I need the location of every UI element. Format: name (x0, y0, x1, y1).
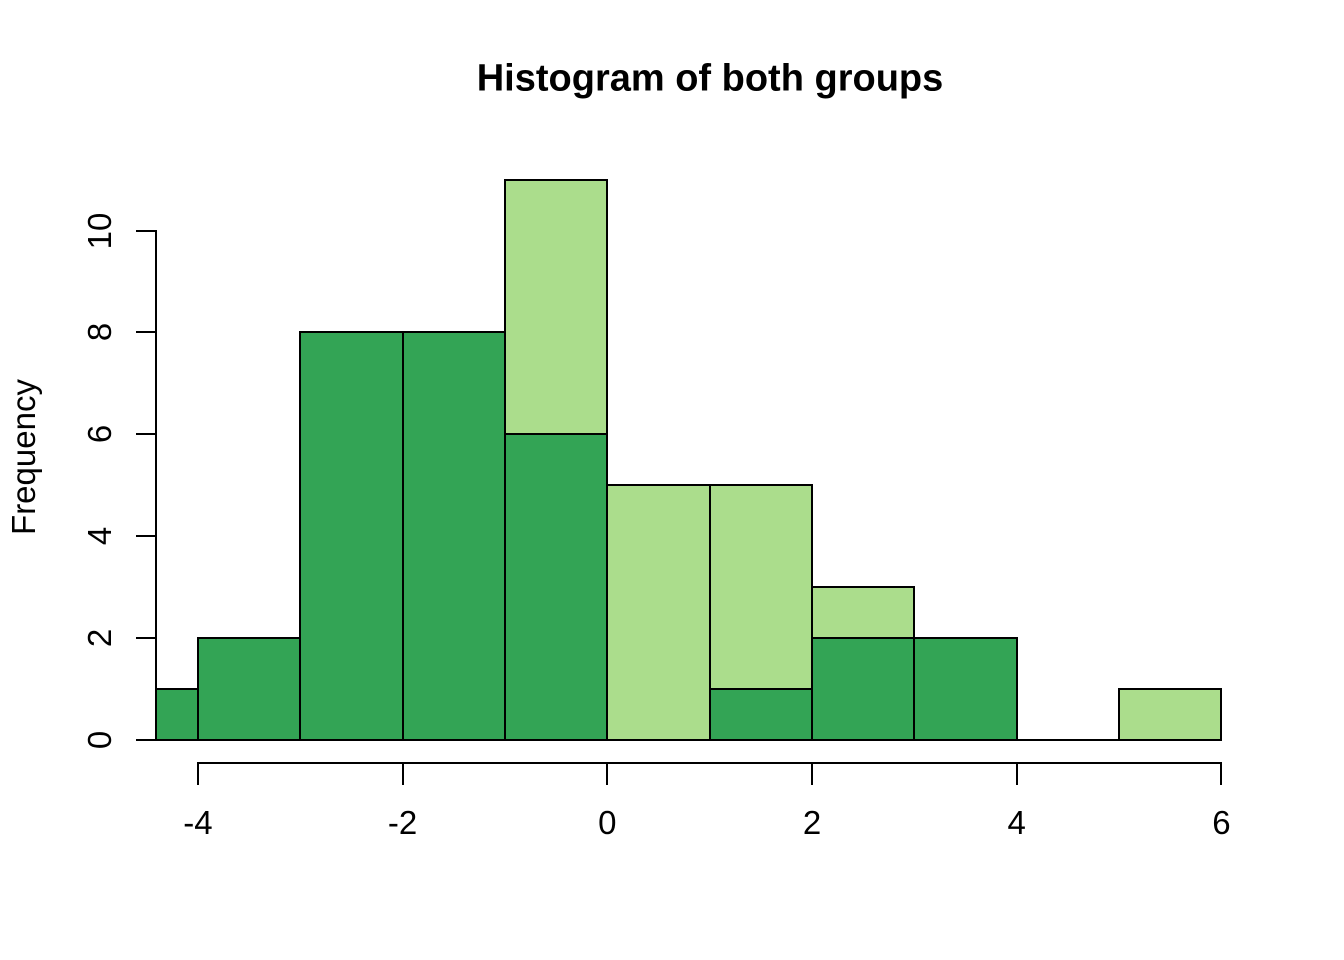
bar-group-dark-bin-2-to-3 (811, 636, 916, 741)
y-tick-mark-6 (136, 433, 156, 436)
x-tick-label-0: 0 (598, 804, 617, 841)
x-tick-label--4: -4 (183, 804, 213, 841)
y-axis-line (155, 229, 157, 741)
y-tick-label-4: 4 (81, 526, 118, 546)
y-tick-mark-2 (136, 636, 156, 639)
x-tick-mark-0 (606, 764, 609, 785)
y-tick-label-8: 8 (81, 323, 118, 342)
bar-group-dark-bin-1-to-2 (708, 687, 813, 741)
y-tick-label-6: 6 (81, 424, 118, 444)
y-tick-mark-10 (136, 229, 156, 232)
x-tick-label-6: 6 (1212, 804, 1231, 841)
x-tick-label-2: 2 (802, 804, 822, 841)
y-tick-mark-0 (136, 738, 156, 741)
bar-group-dark-bin-3-to-4 (913, 636, 1018, 741)
x-tick-mark-4 (1015, 764, 1018, 785)
bar-group-light-bin-5-to-6 (1118, 687, 1223, 741)
x-tick-mark--4 (196, 764, 199, 785)
bar-group-dark-bin--5-to--4 (154, 687, 199, 741)
bar-group-dark-bin--3-to--2 (299, 331, 404, 741)
y-tick-mark-8 (136, 331, 156, 334)
bar-group-dark-bin--1-to-0 (503, 433, 609, 741)
y-tick-label-2: 2 (81, 628, 118, 648)
y-tick-mark-4 (136, 535, 156, 538)
x-tick-mark-2 (811, 764, 813, 785)
x-tick-mark-6 (1220, 764, 1223, 785)
y-tick-label-10: 10 (81, 212, 118, 249)
y-axis-label: Frequency (5, 379, 42, 535)
bar-group-dark-bin--2-to--1 (401, 331, 506, 741)
x-tick-label--2: -2 (387, 804, 418, 841)
y-tick-label-0: 0 (81, 730, 118, 749)
chart-title: Histogram of both groups (476, 57, 944, 100)
x-tick-label-4: 4 (1007, 804, 1026, 841)
bar-group-dark-bin--4-to--3 (196, 636, 302, 741)
x-tick-mark--2 (401, 764, 404, 785)
x-axis-line (196, 762, 1223, 764)
bar-group-light-bin-0-to-1 (606, 484, 711, 741)
